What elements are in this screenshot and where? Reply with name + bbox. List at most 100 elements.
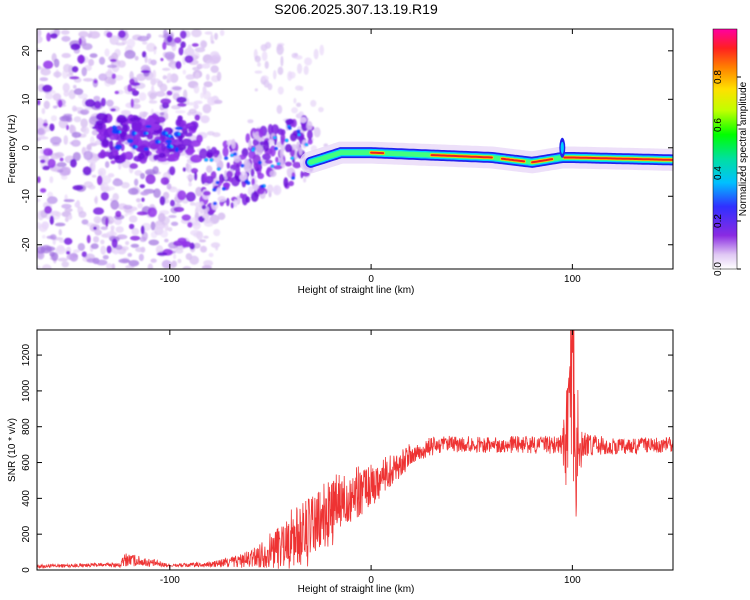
spectral-blob [100, 226, 108, 231]
spectral-blob [277, 162, 280, 165]
spectral-blob [303, 177, 307, 183]
spectral-blob [160, 176, 170, 185]
spectral-blob [166, 142, 172, 149]
spectral-blob [182, 167, 187, 172]
spectral-blob [132, 144, 137, 150]
spectral-blob [57, 99, 63, 108]
spectral-blob [287, 126, 292, 130]
spectral-blob [89, 53, 98, 58]
spectral-blob [174, 126, 183, 131]
spec-y-tick-label: 0 [21, 145, 32, 151]
spectral-blob [274, 146, 279, 151]
spectral-blob [105, 263, 113, 269]
spectral-blob [110, 160, 116, 165]
spectral-blob [101, 138, 109, 147]
spectral-blob [66, 73, 74, 78]
spectral-blob [42, 234, 46, 239]
spectral-blob [199, 239, 207, 243]
spectral-blob [161, 67, 171, 71]
spectral-blob [261, 51, 268, 62]
spectral-blob [153, 188, 161, 198]
spectral-blob [165, 139, 173, 144]
spectral-blob [128, 187, 139, 195]
spectral-blob [120, 109, 131, 116]
spectral-blob [247, 119, 254, 124]
spectral-blob [203, 235, 209, 239]
spectral-blob [259, 140, 265, 146]
spectrogram-frame [36, 28, 674, 270]
spectral-blob [117, 117, 128, 123]
spectral-blob [40, 68, 51, 76]
spectral-blob [100, 149, 106, 159]
spectral-blob [37, 198, 41, 203]
spectral-blob [110, 199, 120, 210]
spectral-blob [37, 222, 42, 229]
spectral-blob [174, 37, 182, 44]
spectral-blob [233, 155, 241, 163]
spectral-blob [233, 152, 238, 156]
spectral-blob [168, 214, 177, 219]
spectral-blob [193, 84, 200, 94]
spectral-blob [52, 93, 62, 101]
spectral-blob [174, 146, 179, 153]
spectral-blob [193, 103, 199, 110]
spectral-blob [115, 226, 124, 233]
spectral-blob [133, 178, 139, 186]
spectral-blob [313, 48, 319, 60]
spectral-blob [94, 195, 98, 205]
spectral-blob [165, 132, 168, 135]
spectral-blob [141, 197, 145, 202]
spectral-blob [216, 186, 221, 196]
spectral-blob [250, 168, 255, 177]
spectral-blob [164, 238, 169, 243]
spectral-blob [166, 183, 172, 190]
spectral-blob [279, 147, 284, 160]
spectral-blob [167, 227, 173, 232]
spectral-blob [318, 107, 324, 113]
spectral-blob [109, 35, 120, 46]
spectral-blob [59, 115, 71, 122]
snr-y-tick-label: 400 [21, 490, 32, 507]
spectral-blob [118, 258, 131, 264]
spectral-blob [105, 70, 114, 77]
spectral-blob [37, 127, 45, 135]
spectral-blob [149, 92, 157, 100]
spectral-blob [131, 130, 136, 137]
spectral-blob [277, 66, 284, 75]
spectral-blob [111, 129, 120, 134]
spectral-blob [118, 130, 122, 134]
spectral-blob [42, 84, 53, 93]
spectral-blob [293, 97, 297, 104]
spectral-blob [40, 159, 46, 164]
spectral-blob [194, 206, 200, 216]
spectral-blob [127, 138, 134, 144]
spectral-blob [42, 148, 53, 156]
spectral-blob [64, 216, 69, 223]
spectral-blob [41, 221, 50, 230]
spectral-blob [84, 99, 96, 108]
spectral-blob [140, 225, 145, 235]
spectral-blob [210, 65, 219, 74]
spectral-blob [162, 41, 167, 50]
spectral-blob [104, 186, 115, 191]
spectral-blob [184, 55, 194, 64]
spectral-blob [262, 153, 271, 161]
spectral-blob [202, 85, 207, 95]
spectral-blob [49, 176, 54, 184]
spectral-blob [275, 156, 279, 163]
spectral-blob [203, 81, 213, 88]
spectral-blob [50, 136, 62, 145]
spectral-blob [307, 129, 313, 140]
spec-x-tick-label: -100 [160, 274, 180, 285]
spectral-blob [296, 141, 300, 151]
spectral-blob [74, 201, 80, 208]
spectral-blob [201, 204, 207, 210]
spectral-blob [128, 223, 135, 230]
colorbar-label: Normalized spectral amplitude [738, 81, 749, 216]
spectral-blob [62, 82, 70, 93]
spectral-blob [88, 58, 95, 66]
spectral-blob [150, 59, 157, 66]
spectral-blob [72, 151, 81, 162]
spectral-blob [305, 143, 308, 146]
